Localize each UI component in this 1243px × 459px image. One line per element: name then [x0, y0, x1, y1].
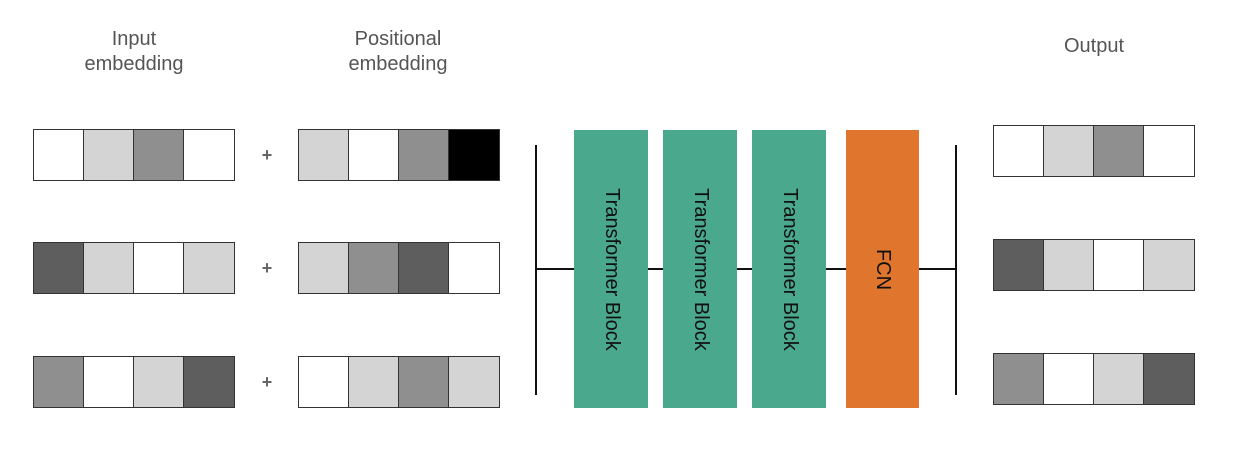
transformer-block-label: Transformer Block	[689, 187, 712, 351]
positional-embedding-vector-3	[298, 356, 500, 408]
input-embedding-vector-2	[33, 242, 235, 294]
positional-embedding-cell	[349, 357, 399, 407]
positional-embedding-cell	[299, 130, 349, 180]
positional-embedding-vector-1	[298, 129, 500, 181]
output-embedding-cell	[1044, 354, 1094, 404]
output-embedding-cell	[1044, 240, 1094, 290]
input-embedding-cell	[184, 243, 234, 293]
positional-embedding-cell	[399, 130, 449, 180]
output-embedding-cell	[1094, 354, 1144, 404]
positional-embedding-cell	[449, 243, 499, 293]
plus-sign: +	[261, 258, 273, 278]
output-embedding-cell	[994, 354, 1044, 404]
left-bracket-line	[535, 145, 537, 395]
positional-embedding-cell	[449, 357, 499, 407]
input-embedding-vector-1	[33, 129, 235, 181]
positional-embedding-vector-2	[298, 242, 500, 294]
right-bracket-line	[955, 145, 957, 395]
positional-embedding-cell	[299, 243, 349, 293]
plus-sign: +	[261, 372, 273, 392]
output-embedding-cell	[994, 240, 1044, 290]
output-embedding-cell	[994, 126, 1044, 176]
input-embedding-label: Input embedding	[84, 28, 184, 75]
input-embedding-cell	[34, 130, 84, 180]
positional-embedding-cell	[399, 357, 449, 407]
positional-embedding-label: Positional embedding	[348, 28, 448, 75]
transformer-block-3: Transformer Block	[752, 130, 826, 408]
positional-embedding-cell	[299, 357, 349, 407]
input-embedding-cell	[84, 243, 134, 293]
output-embedding-vector-3	[993, 353, 1195, 405]
transformer-block-label: Transformer Block	[778, 187, 801, 351]
output-embedding-cell	[1144, 126, 1194, 176]
output-embedding-cell	[1144, 240, 1194, 290]
input-embedding-cell	[84, 357, 134, 407]
fcn-block: FCN	[846, 130, 919, 408]
output-embedding-vector-2	[993, 239, 1195, 291]
input-embedding-cell	[184, 357, 234, 407]
transformer-block-2: Transformer Block	[663, 130, 737, 408]
transformer-block-label: Transformer Block	[600, 187, 623, 351]
positional-embedding-cell	[349, 130, 399, 180]
fcn-label: FCN	[871, 248, 894, 290]
output-embedding-cell	[1044, 126, 1094, 176]
output-label: Output	[1063, 35, 1125, 57]
input-embedding-cell	[34, 357, 84, 407]
positional-embedding-cell	[349, 243, 399, 293]
input-embedding-cell	[134, 357, 184, 407]
input-embedding-cell	[184, 130, 234, 180]
input-embedding-vector-3	[33, 356, 235, 408]
output-embedding-cell	[1144, 354, 1194, 404]
output-embedding-vector-1	[993, 125, 1195, 177]
output-embedding-cell	[1094, 126, 1144, 176]
positional-embedding-cell	[449, 130, 499, 180]
input-embedding-cell	[84, 130, 134, 180]
plus-sign: +	[261, 145, 273, 165]
transformer-block-1: Transformer Block	[574, 130, 648, 408]
input-embedding-cell	[134, 243, 184, 293]
input-embedding-cell	[34, 243, 84, 293]
input-embedding-cell	[134, 130, 184, 180]
connector-line	[536, 268, 956, 270]
output-embedding-cell	[1094, 240, 1144, 290]
positional-embedding-cell	[399, 243, 449, 293]
